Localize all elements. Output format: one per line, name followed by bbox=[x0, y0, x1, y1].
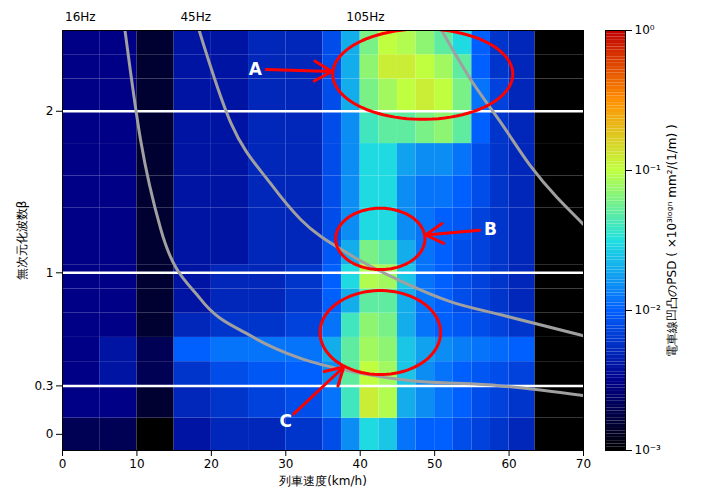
svg-text:0: 0 bbox=[46, 427, 54, 441]
svg-text:10: 10 bbox=[129, 457, 144, 471]
svg-text:10⁻³: 10⁻³ bbox=[635, 443, 662, 457]
svg-text:60: 60 bbox=[501, 457, 516, 471]
svg-text:電車線凹凸のPSD ( ×10³ˡᵒᵍⁿ mm²/(1/m): 電車線凹凸のPSD ( ×10³ˡᵒᵍⁿ mm²/(1/m) ) bbox=[665, 124, 679, 356]
svg-text:10⁻¹: 10⁻¹ bbox=[635, 163, 662, 177]
svg-text:A: A bbox=[249, 59, 263, 79]
svg-text:20: 20 bbox=[204, 457, 219, 471]
svg-text:B: B bbox=[484, 219, 497, 239]
svg-text:10⁻²: 10⁻² bbox=[635, 303, 662, 317]
svg-text:無次元化波数β: 無次元化波数β bbox=[15, 201, 29, 281]
svg-text:列車速度(km/h): 列車速度(km/h) bbox=[279, 474, 367, 488]
svg-text:10⁰: 10⁰ bbox=[635, 23, 655, 37]
svg-text:16Hz: 16Hz bbox=[65, 10, 96, 24]
svg-text:30: 30 bbox=[278, 457, 293, 471]
svg-text:40: 40 bbox=[353, 457, 368, 471]
svg-text:70: 70 bbox=[576, 457, 591, 471]
svg-text:105Hz: 105Hz bbox=[346, 10, 384, 24]
svg-text:45Hz: 45Hz bbox=[180, 10, 211, 24]
svg-text:50: 50 bbox=[427, 457, 442, 471]
svg-text:2: 2 bbox=[46, 104, 54, 118]
svg-text:0.3: 0.3 bbox=[34, 379, 53, 393]
svg-text:C: C bbox=[280, 411, 292, 431]
svg-text:0: 0 bbox=[59, 457, 67, 471]
svg-text:1: 1 bbox=[46, 266, 54, 280]
